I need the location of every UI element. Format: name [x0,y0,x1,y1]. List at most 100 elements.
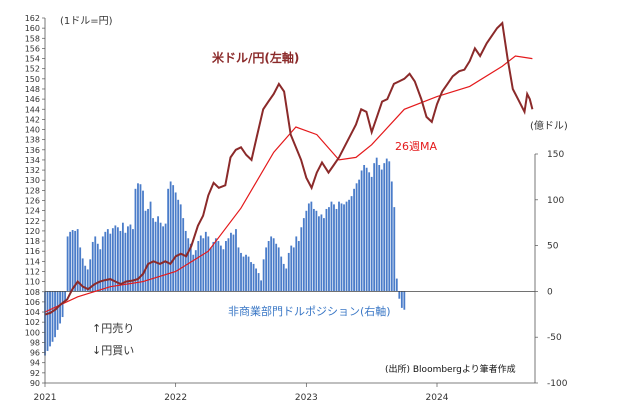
position-bar [380,169,383,292]
position-bar [363,164,366,292]
position-bar [265,247,268,292]
position-bar [212,241,215,292]
position-bar [127,226,129,292]
position-bar [307,203,310,292]
left-tick-label: 118 [25,237,40,246]
position-bar [343,204,345,292]
left-tick-label: 138 [25,136,40,145]
right-tick-label: 150 [547,150,564,160]
position-bar [134,188,137,292]
position-bar [142,190,144,292]
left-tick-label: 134 [25,156,40,165]
position-bars [44,157,406,356]
position-bar [267,241,270,292]
left-tick-label: 112 [25,267,40,276]
position-bar [214,238,217,292]
position-bar [49,291,51,347]
position-bar [252,263,255,292]
left-tick-label: 140 [25,126,40,135]
position-bar [109,233,112,292]
yen-buy-annotation: ↓円買い [92,344,134,357]
position-bar [96,243,99,292]
left-tick-label: 122 [25,217,40,226]
position-bar [245,254,247,292]
x-tick-label: 2024 [426,393,449,403]
position-bar [56,291,59,330]
position-bar [393,207,396,292]
position-bar [358,179,361,292]
position-bar [197,241,200,292]
position-bar [360,170,363,292]
position-bar [154,221,157,292]
position-bar [338,201,340,292]
left-tick-label: 142 [25,115,40,124]
position-bar [297,241,300,292]
position-bar [159,222,162,292]
position-bar [403,291,406,310]
position-bar [330,201,333,292]
position-bar [139,184,142,292]
position-bar [81,258,84,292]
position-bar [199,235,202,292]
left-tick-label: 124 [25,207,40,216]
left-tick-label: 160 [25,24,40,33]
position-bar [250,262,252,292]
left-tick-label: 116 [25,247,40,256]
yen-sell-annotation: ↑円売り [92,322,134,335]
position-bar [285,268,288,292]
position-bar [323,218,325,292]
position-bar [353,188,355,292]
position-bar [119,230,122,292]
position-bar [167,188,170,292]
position-bar [370,176,373,292]
source-note: (出所) Bloombergより筆者作成 [385,363,516,375]
position-bar [217,241,220,292]
position-bar [277,247,280,292]
position-bar [365,167,368,292]
position-bar [348,199,350,292]
position-bar [295,236,298,292]
position-bar [106,229,109,292]
position-bar [232,234,235,292]
position-bar [184,230,187,292]
position-bar [355,183,358,292]
position-bar [312,208,315,292]
position-bar [260,280,263,292]
left-tick-label: 108 [25,288,40,297]
left-tick-label: 104 [25,308,40,317]
x-tick-label: 2022 [164,393,187,403]
position-bar [388,161,391,292]
left-tick-label: 100 [25,328,40,337]
ma26-line [44,55,533,313]
position-bar [287,252,290,292]
position-bar [177,199,180,292]
position-bar [79,247,82,292]
left-tick-label: 136 [25,146,40,155]
left-tick-label: 92 [30,369,40,378]
position-bar [174,192,177,292]
ma26-label: 26週MA [395,140,437,153]
position-bar [227,238,230,292]
left-tick-label: 130 [25,176,40,185]
position-bar [209,247,212,292]
position-bar [54,291,56,338]
position-bar [207,236,210,292]
position-bar [315,210,318,292]
left-tick-label: 152 [25,65,40,74]
position-bar [398,291,401,299]
position-bar [187,238,190,292]
position-bar [368,172,371,292]
position-bar [302,218,305,292]
position-bar [275,243,278,292]
position-bar [272,238,275,292]
position-bar [76,229,79,292]
position-bar [262,259,265,292]
left-tick-label: 128 [25,186,40,195]
left-tick-label: 126 [25,197,40,206]
position-bar [333,204,335,292]
position-bar [129,224,132,292]
position-bar [64,291,67,301]
position-bar [282,263,285,292]
position-bar [162,226,165,292]
position-label: 非商業部門ドルポジション(右軸) [228,304,391,318]
